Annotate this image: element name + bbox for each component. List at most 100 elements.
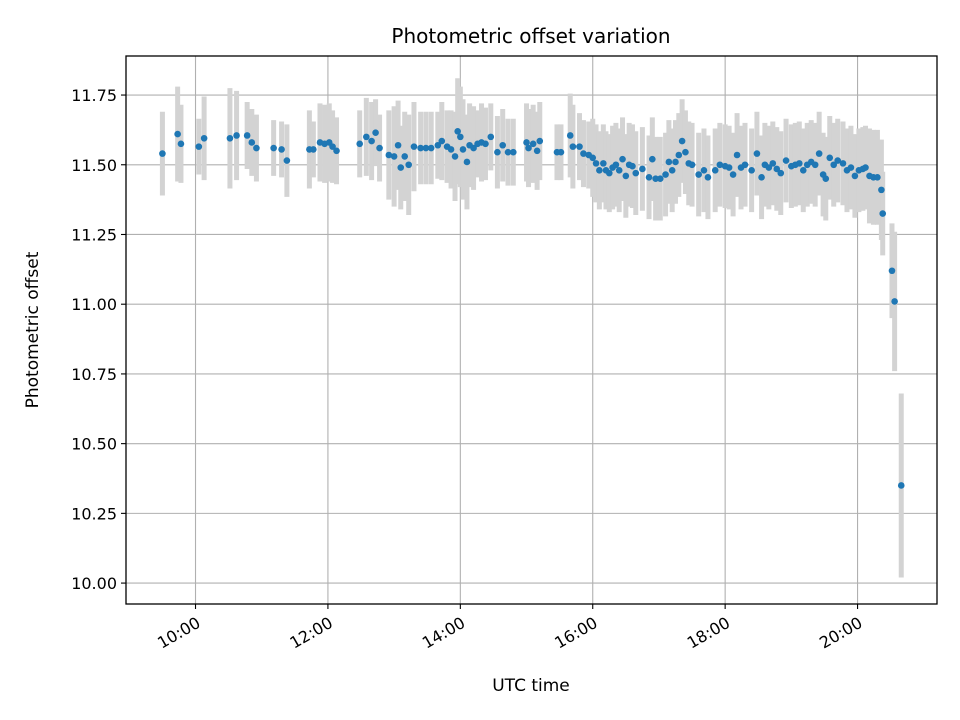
y-tick-label: 11.25 <box>71 225 117 244</box>
data-point <box>457 133 464 141</box>
point-layer <box>159 127 905 489</box>
data-point <box>499 141 507 149</box>
data-point <box>394 141 402 149</box>
data-point <box>874 174 881 181</box>
data-point <box>605 169 613 177</box>
data-point <box>454 127 461 135</box>
data-point <box>678 137 686 145</box>
data-point <box>649 155 656 163</box>
data-point <box>769 160 777 167</box>
y-tick-label: 11.00 <box>71 295 117 314</box>
data-point <box>878 186 885 194</box>
data-point <box>834 157 841 164</box>
data-point <box>615 167 623 174</box>
data-point <box>716 161 724 169</box>
data-point <box>629 162 636 170</box>
data-point <box>632 169 640 177</box>
data-point <box>668 167 676 174</box>
data-point <box>417 144 424 152</box>
data-point <box>451 153 459 160</box>
data-point <box>811 161 819 169</box>
data-point <box>879 210 887 217</box>
data-point <box>672 158 679 166</box>
data-point <box>470 144 477 152</box>
data-point <box>656 175 664 183</box>
data-point <box>248 139 256 146</box>
data-point <box>253 144 260 152</box>
data-point <box>592 160 600 167</box>
data-point <box>753 150 761 157</box>
y-tick-label: 11.50 <box>71 156 117 175</box>
data-point <box>782 157 790 164</box>
data-point <box>622 172 630 180</box>
data-point <box>200 134 208 142</box>
data-point <box>509 148 517 156</box>
data-point <box>569 143 577 150</box>
data-point <box>438 137 446 145</box>
data-point <box>557 148 565 156</box>
data-point <box>862 164 869 171</box>
data-point <box>385 151 393 159</box>
data-point <box>356 140 364 148</box>
y-tick-label: 10.50 <box>71 435 117 454</box>
data-point <box>523 139 530 146</box>
data-point <box>401 153 409 160</box>
data-point <box>695 171 702 178</box>
data-point <box>741 161 749 169</box>
y-tick-label: 11.75 <box>71 86 117 105</box>
data-point <box>494 148 501 156</box>
data-point <box>482 140 489 148</box>
data-point <box>177 140 185 148</box>
data-point <box>682 148 689 156</box>
chart-title: Photometric offset variation <box>391 24 670 48</box>
data-point <box>159 150 166 157</box>
data-point <box>376 144 383 152</box>
data-point <box>459 146 467 153</box>
y-tick-label: 10.25 <box>71 504 117 523</box>
y-tick-label: 10.00 <box>71 574 117 593</box>
data-point <box>795 160 803 167</box>
data-point <box>777 169 785 177</box>
data-point <box>851 172 859 180</box>
data-point <box>600 160 607 167</box>
data-point <box>830 161 838 169</box>
data-point <box>422 144 430 152</box>
data-point <box>226 134 234 142</box>
data-point <box>758 174 765 181</box>
data-point <box>390 153 398 160</box>
data-point <box>652 175 659 183</box>
data-point <box>487 133 495 141</box>
data-point <box>397 164 405 171</box>
data-point <box>363 133 370 141</box>
data-point <box>427 144 435 152</box>
data-point <box>645 174 653 181</box>
data-point <box>891 298 898 305</box>
data-point <box>566 132 574 139</box>
data-point <box>612 161 620 169</box>
data-point <box>576 143 583 150</box>
data-point <box>897 482 905 489</box>
data-point <box>733 151 741 159</box>
data-point <box>773 165 781 173</box>
data-point <box>310 146 317 153</box>
data-point <box>278 146 285 153</box>
data-point <box>839 160 847 167</box>
data-point <box>195 143 203 150</box>
data-point <box>619 155 626 163</box>
data-point <box>826 154 834 162</box>
data-point <box>729 171 737 178</box>
y-axis-label: Photometric offset <box>23 251 43 408</box>
data-point <box>525 144 532 152</box>
data-point <box>372 129 379 136</box>
data-point <box>847 164 855 171</box>
data-point <box>662 171 669 178</box>
data-point <box>704 174 712 181</box>
data-point <box>405 161 412 169</box>
data-point <box>329 143 336 150</box>
data-point <box>665 158 673 166</box>
data-point <box>243 132 251 139</box>
x-axis-label: UTC time <box>492 676 570 696</box>
data-point <box>748 167 755 174</box>
data-point <box>675 151 683 159</box>
data-point <box>174 130 181 138</box>
